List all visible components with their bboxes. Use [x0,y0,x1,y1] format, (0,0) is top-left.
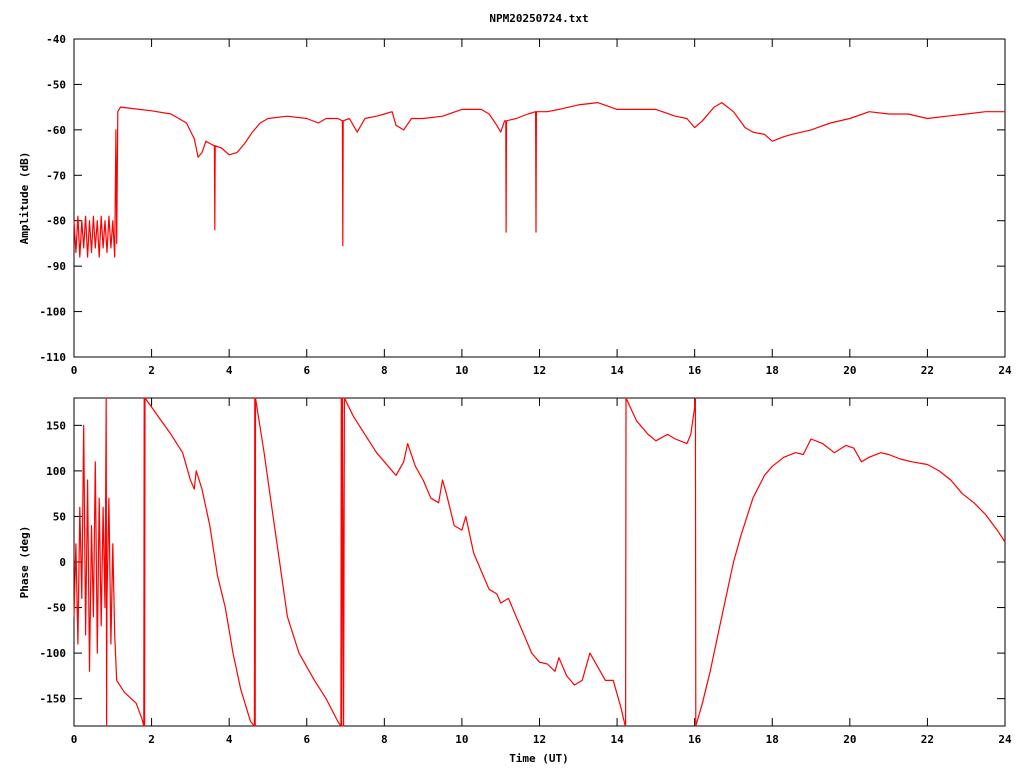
phase-x-tick-label: 14 [610,733,624,746]
phase-x-tick-label: 2 [148,733,155,746]
amplitude-series-line [73,101,1005,258]
amplitude-x-tick-label: 8 [381,364,388,377]
phase-y-axis-label: Phase (deg) [18,526,31,599]
amplitude-x-tick-label: 24 [998,364,1012,377]
amplitude-y-tick-label: -40 [46,33,66,46]
amplitude-x-tick-label: 20 [843,364,856,377]
amplitude-y-tick-label: -70 [46,169,66,182]
phase-x-tick-label: 4 [226,733,233,746]
phase-x-tick-label: 8 [381,733,388,746]
amplitude-panel: Amplitude (dB) 0 2 4 6 8 10 12 14 16 18 20 22 24-40-… [18,33,1012,377]
amplitude-x-tick-label: 12 [533,364,546,377]
amplitude-x-tick-label: 6 [303,364,310,377]
phase-x-axis-label: Time (UT) [509,752,569,765]
phase-x-tick-label: 16 [688,733,702,746]
phase-panel: Phase (deg) Time (UT) 0 2 4 6 8 10 12 14 16 18 20 2… [18,397,1012,765]
phase-x-tick-label: 12 [533,733,546,746]
amplitude-x-tick-label: 10 [455,364,468,377]
amplitude-x-tick-label: 14 [610,364,624,377]
amplitude-y-tick-label: -80 [46,215,66,228]
amplitude-y-tick-label: -100 [40,306,67,319]
phase-y-tick-label: 150 [46,419,66,432]
amplitude-x-tick-label: 2 [148,364,155,377]
phase-x-tick-label: 6 [303,733,310,746]
amplitude-y-tick-label: -90 [46,260,66,273]
amplitude-y-tick-label: -60 [46,124,66,137]
phase-x-tick-label: 22 [921,733,934,746]
phase-y-tick-label: 0 [59,556,66,569]
amplitude-x-tick-label: 0 [71,364,78,377]
amplitude-y-tick-label: -50 [46,78,66,91]
phase-x-tick-label: 20 [843,733,856,746]
phase-series-line [73,397,1006,727]
amplitude-x-tick-label: 4 [226,364,233,377]
phase-x-tick-label: 0 [71,733,78,746]
amplitude-x-tick-label: 18 [766,364,779,377]
amplitude-y-tick-label: -110 [40,351,67,364]
phase-x-tick-label: 24 [998,733,1012,746]
phase-y-tick-label: -100 [40,647,67,660]
chart-title: NPM20250724.txt [489,12,588,25]
phase-x-tick-label: 10 [455,733,468,746]
phase-y-tick-label: -50 [46,602,66,615]
phase-y-tick-label: 50 [53,510,66,523]
amplitude-y-axis-label: Amplitude (dB) [18,152,31,245]
amplitude-x-tick-label: 22 [921,364,934,377]
phase-y-tick-label: 100 [46,465,66,478]
amplitude-x-tick-label: 16 [688,364,702,377]
phase-y-tick-label: -150 [40,693,67,706]
phase-x-tick-label: 18 [766,733,779,746]
